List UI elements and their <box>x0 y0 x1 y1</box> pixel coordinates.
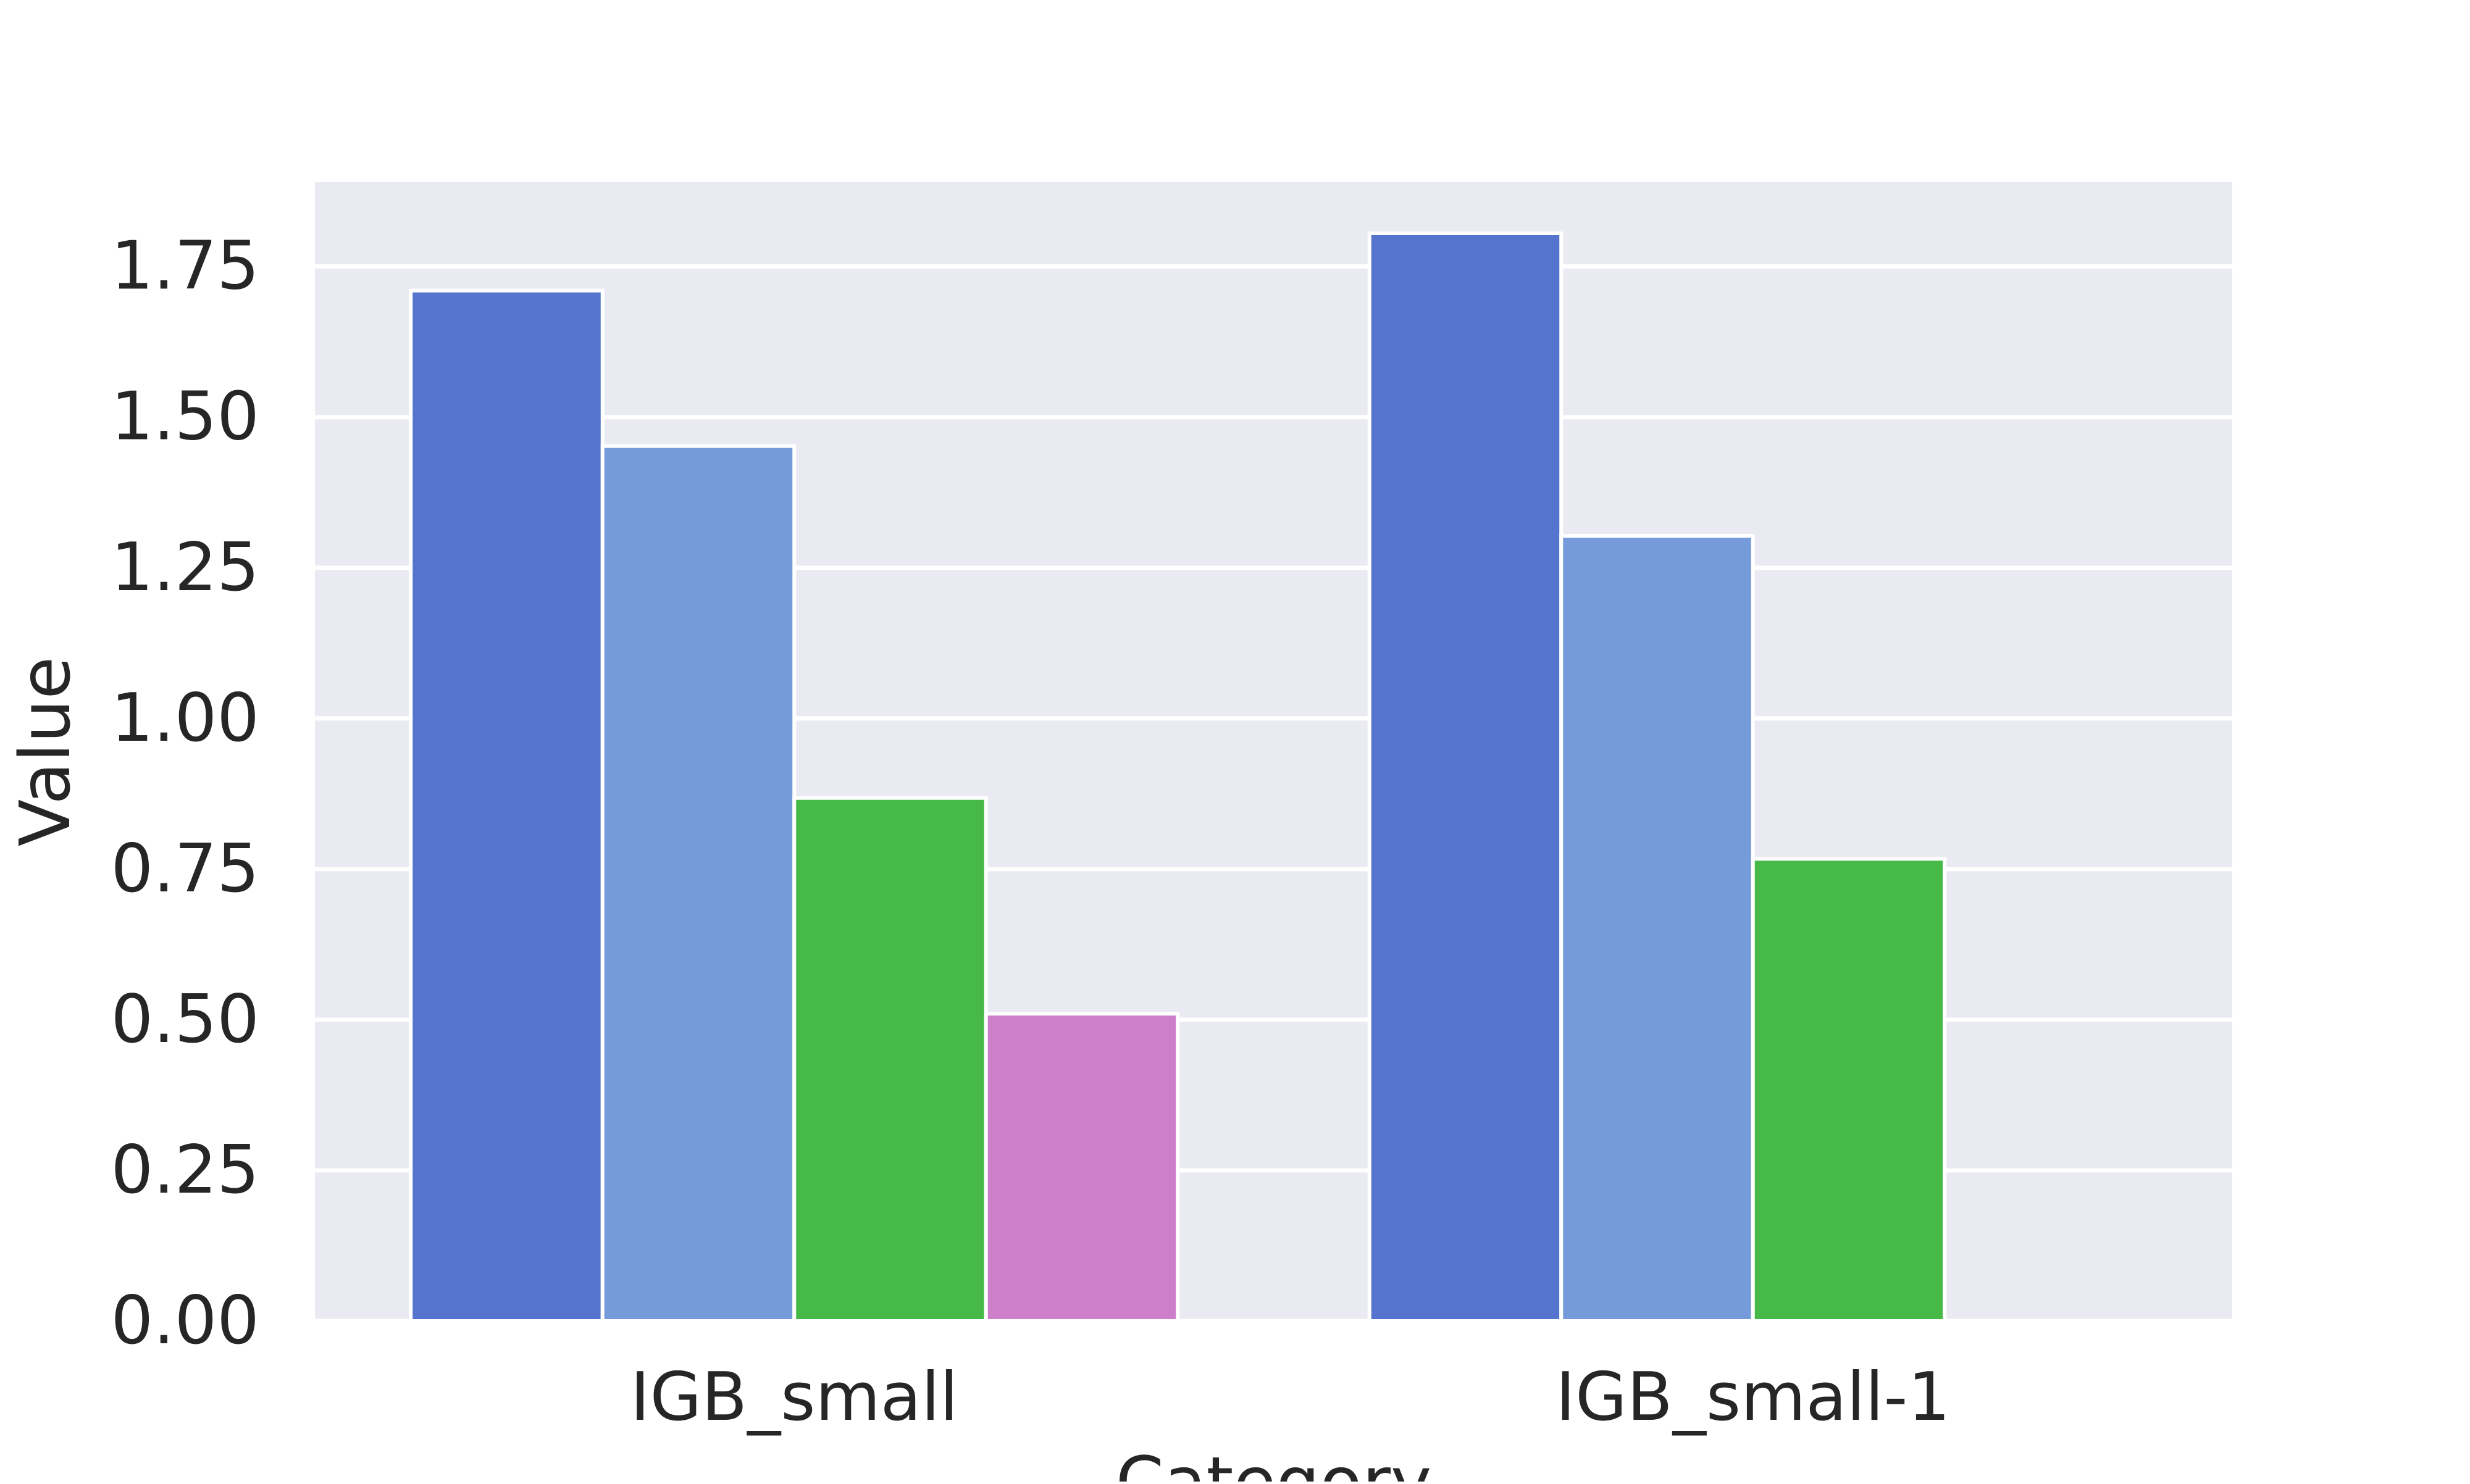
y-tick-label: 0.00 <box>111 1282 259 1359</box>
y-axis-label: Value <box>6 657 86 847</box>
x-axis-ticks: IGB_small IGB_small-1 <box>630 1359 1951 1436</box>
bar-IGB_small-series-3 <box>792 796 988 1323</box>
bar-IGB_small-1-series-3 <box>1751 857 1947 1324</box>
bar-IGB_small-1-series-1 <box>1367 231 1564 1323</box>
y-tick-label: 1.75 <box>111 228 259 305</box>
y-tick-label: 1.25 <box>111 529 259 606</box>
bar-IGB_small-series-1 <box>409 288 605 1324</box>
x-tick-label: IGB_small-1 <box>1555 1359 1950 1436</box>
bar-IGB_small-series-2 <box>600 444 797 1323</box>
y-tick-label: 1.00 <box>111 680 259 757</box>
y-tick-label: 0.75 <box>111 830 259 907</box>
x-axis-label: Category <box>1116 1443 1432 1482</box>
y-tick-label: 0.50 <box>111 981 259 1058</box>
bars <box>409 231 1947 1324</box>
y-tick-label: 0.25 <box>111 1132 259 1209</box>
bar-IGB_small-1-series-2 <box>1559 534 1755 1323</box>
bar-IGB_small-series-4 <box>984 1012 1180 1323</box>
y-axis-ticks: 0.00 0.25 0.50 0.75 1.00 1.25 1.50 1.75 <box>111 228 259 1359</box>
y-tick-label: 1.50 <box>111 378 259 456</box>
x-tick-label: IGB_small <box>630 1359 958 1436</box>
